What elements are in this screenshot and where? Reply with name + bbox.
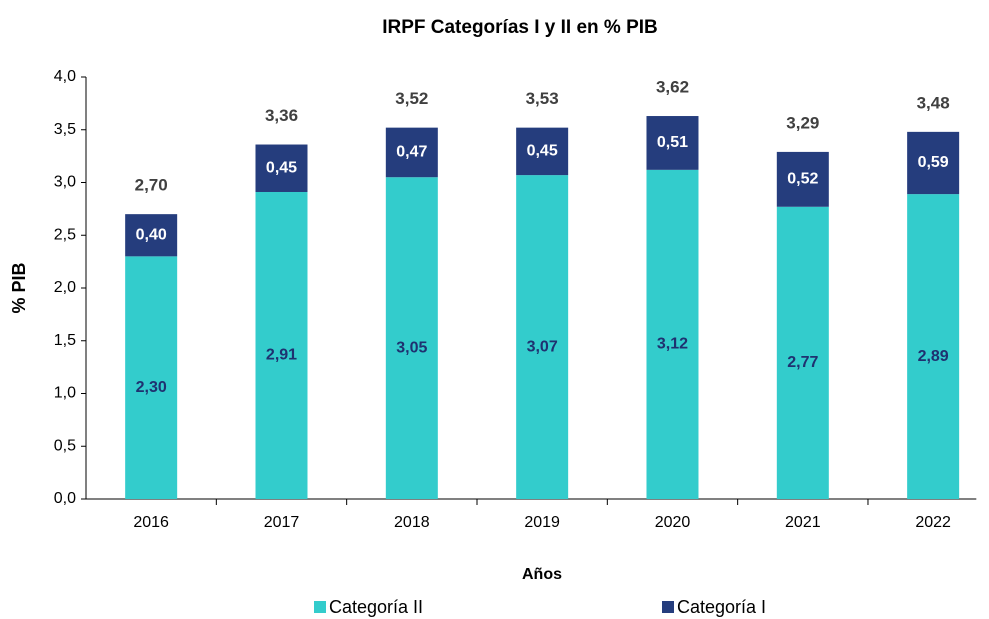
legend-swatch bbox=[314, 601, 326, 613]
y-tick-label: 3,5 bbox=[54, 121, 76, 138]
legend-label: Categoría I bbox=[677, 597, 766, 617]
data-label: 0,47 bbox=[396, 144, 427, 161]
bar-segment bbox=[776, 151, 829, 207]
legend-swatch bbox=[662, 601, 674, 613]
total-label: 3,48 bbox=[917, 93, 950, 112]
bar-segment bbox=[776, 206, 829, 499]
bar-segment bbox=[646, 116, 699, 170]
data-label: 2,89 bbox=[918, 348, 949, 365]
bar-segment bbox=[907, 131, 960, 195]
data-label: 2,77 bbox=[787, 354, 818, 371]
y-tick-label: 3,0 bbox=[54, 174, 76, 191]
y-tick-label: 1,0 bbox=[54, 385, 76, 402]
bar-segment bbox=[385, 177, 438, 499]
x-tick-label: 2019 bbox=[524, 514, 560, 531]
x-tick-label: 2021 bbox=[785, 514, 821, 531]
data-label: 0,45 bbox=[266, 159, 297, 176]
data-label: 2,30 bbox=[136, 379, 167, 396]
y-tick-label: 2,0 bbox=[54, 279, 76, 296]
y-tick-label: 2,5 bbox=[54, 226, 76, 243]
bar-segment bbox=[516, 127, 569, 176]
bar-segment bbox=[646, 169, 699, 499]
data-label: 0,59 bbox=[918, 154, 949, 171]
total-label: 3,52 bbox=[395, 89, 428, 108]
data-label: 0,40 bbox=[136, 226, 167, 243]
total-label: 3,29 bbox=[786, 113, 819, 132]
data-label: 3,05 bbox=[396, 339, 427, 356]
chart-title: IRPF Categorías I y II en % PIB bbox=[382, 17, 658, 38]
legend-label: Categoría II bbox=[329, 597, 423, 617]
data-label: 0,52 bbox=[787, 171, 818, 188]
data-label: 0,51 bbox=[657, 134, 688, 151]
total-label: 3,36 bbox=[265, 106, 298, 125]
y-tick-label: 0,5 bbox=[54, 437, 76, 454]
bar-segment bbox=[255, 191, 308, 499]
y-axis-title: % PIB bbox=[9, 262, 29, 313]
y-tick-label: 4,0 bbox=[54, 68, 76, 85]
y-tick-label: 1,5 bbox=[54, 332, 76, 349]
y-tick-label: 0,0 bbox=[54, 490, 76, 507]
bar-segment bbox=[125, 256, 178, 499]
x-tick-label: 2018 bbox=[394, 514, 430, 531]
bar-segment bbox=[385, 127, 438, 178]
data-label: 2,91 bbox=[266, 347, 297, 364]
x-tick-label: 2022 bbox=[915, 514, 951, 531]
total-label: 3,53 bbox=[526, 89, 559, 108]
data-label: 3,07 bbox=[527, 338, 558, 355]
data-label: 3,12 bbox=[657, 336, 688, 353]
total-label: 2,70 bbox=[135, 176, 168, 195]
bar-segment bbox=[516, 175, 569, 500]
x-axis-title: Años bbox=[522, 566, 562, 583]
x-tick-label: 2016 bbox=[133, 514, 169, 531]
bar-segment bbox=[907, 194, 960, 500]
x-tick-label: 2020 bbox=[655, 514, 691, 531]
total-label: 3,62 bbox=[656, 78, 689, 97]
x-tick-label: 2017 bbox=[264, 514, 300, 531]
bar-segment bbox=[255, 144, 308, 192]
bar-segment bbox=[125, 214, 178, 257]
data-label: 0,45 bbox=[527, 143, 558, 160]
